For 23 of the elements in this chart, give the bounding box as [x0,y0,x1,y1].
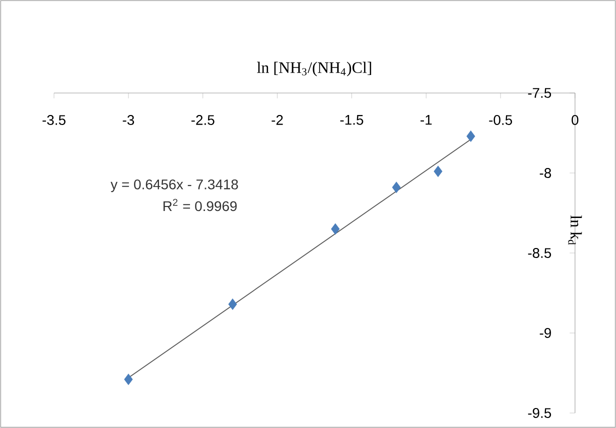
point [466,130,476,142]
x-tick-label: -1.5 [340,115,364,125]
point [228,298,237,310]
x-tick-label: -2 [272,115,283,125]
x-tick-label: -3.5 [42,115,66,125]
annotation: R$^{2}$ = 0.9969 [164,198,237,212]
point [331,223,340,235]
y-tick-label: -7.5 [528,88,552,98]
x-tick-label: -1 [420,115,432,125]
x-tick-label: -2.5 [191,115,214,125]
y-tick-label: -9 [540,328,551,338]
point [392,182,401,193]
x-axis-title: ln [NH$_{3}$/(NH$_{4}$)Cl] [257,62,372,76]
point [124,374,133,386]
x-tick-label: 0 [572,115,578,125]
annotation: y = 0.6456x - 7.3418 [110,179,238,192]
y-tick-label: -9.5 [528,408,552,418]
y-tick-label: -8 [540,168,552,178]
x-tick-label: -0.5 [489,115,512,125]
x-tick-label: -3 [122,115,134,125]
y-tick-label: -8.5 [528,248,552,258]
y-axis-title: ln k$_{d}$ [568,215,582,245]
point [434,166,442,177]
